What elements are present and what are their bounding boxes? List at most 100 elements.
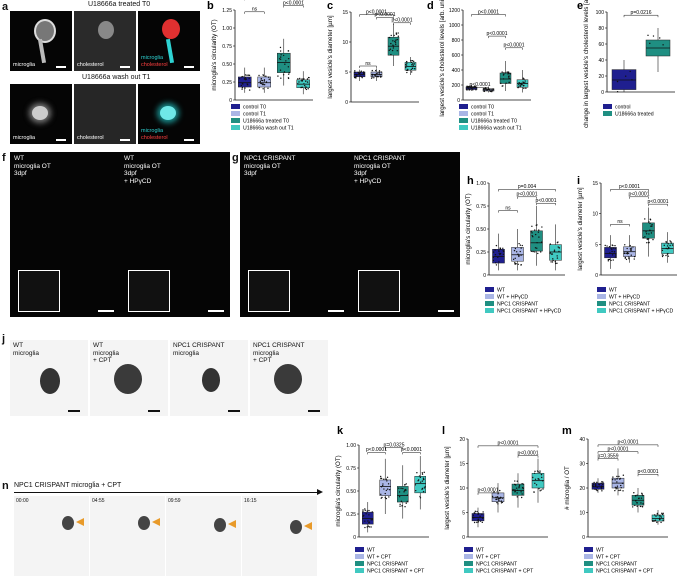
data-point [474, 512, 475, 513]
y-tick-label: 20 [579, 486, 585, 492]
data-point [555, 261, 556, 262]
data-point [540, 251, 541, 252]
legend-label: NPC1 CRISPANT + CPT [476, 569, 534, 575]
data-point [671, 242, 672, 243]
scale-bar [184, 139, 194, 141]
panel-f-right-text: WT microglia OT 3dpf + HPγCD [124, 155, 161, 185]
panel-label-k: k [337, 425, 344, 437]
legend-swatch [231, 118, 240, 123]
data-point [551, 253, 552, 254]
data-point [615, 254, 616, 255]
data-point [508, 75, 509, 76]
data-point [554, 249, 555, 250]
data-point [593, 483, 594, 484]
data-point [366, 510, 367, 511]
data-point [617, 487, 618, 488]
data-point [241, 88, 242, 89]
label-merge-cholesterol: cholesterol [141, 62, 168, 68]
data-point [411, 62, 412, 63]
data-point [652, 521, 653, 522]
y-tick-label: 5 [595, 242, 598, 248]
data-point [550, 243, 551, 244]
data-point [262, 88, 263, 89]
data-point [504, 72, 505, 73]
data-point [662, 256, 663, 257]
scale-bar [120, 66, 130, 68]
significance-label: p<0.0001 [619, 184, 640, 190]
micrograph-a6: microglia cholesterol [138, 84, 200, 144]
data-point [239, 78, 240, 79]
data-point [367, 520, 368, 521]
data-point [642, 506, 643, 507]
legend-label: WT [367, 548, 376, 554]
legend-label: WT + CPT [596, 555, 621, 561]
data-point [303, 83, 304, 84]
data-point [634, 258, 635, 259]
data-point [390, 49, 391, 50]
data-point [367, 526, 368, 527]
data-point [636, 506, 637, 507]
data-point [592, 485, 593, 486]
timelapse-frame-4: 16:15 [242, 496, 317, 576]
data-point [613, 259, 614, 260]
data-point [623, 475, 624, 476]
data-point [618, 476, 619, 477]
y-tick-label: 20 [598, 74, 604, 80]
data-point [265, 75, 266, 76]
data-point [662, 520, 663, 521]
panel-g-left-text: NPC1 CRISPANT microglia OT 3dpf [244, 155, 296, 178]
data-point [620, 489, 621, 490]
data-point [497, 503, 498, 504]
data-point [249, 89, 250, 90]
y-tick-label: 0 [582, 535, 585, 541]
data-point [406, 62, 407, 63]
data-point [374, 74, 375, 75]
data-point [404, 484, 405, 485]
data-point [616, 478, 617, 479]
y-tick-label: 20 [459, 437, 465, 443]
legend-label: WT + HPγCD [497, 295, 528, 301]
data-point [638, 497, 639, 498]
data-point [381, 486, 382, 487]
data-point [523, 85, 524, 86]
data-point [495, 262, 496, 263]
y-tick-label: 0 [345, 100, 348, 106]
data-point [378, 72, 379, 73]
panel-label-b: b [207, 0, 214, 12]
data-point [508, 78, 509, 79]
data-point [520, 245, 521, 246]
data-point [478, 512, 479, 513]
box-0 [362, 512, 373, 524]
data-point [499, 490, 500, 491]
data-point [531, 232, 532, 233]
y-axis-label: # microglia / OT [564, 466, 571, 510]
data-point [474, 522, 475, 523]
micrograph-a3: microglia cholesterol [138, 11, 200, 71]
data-point [668, 255, 669, 256]
data-point [520, 491, 521, 492]
data-point [653, 35, 654, 36]
data-point [624, 244, 625, 245]
significance-label: p<0.0001 [478, 488, 499, 494]
data-point [625, 75, 626, 76]
data-point [364, 527, 365, 528]
y-tick-label: 400 [452, 68, 461, 74]
data-point [517, 87, 518, 88]
data-point [386, 490, 387, 491]
y-tick-label: 1.25 [222, 8, 232, 14]
data-point [475, 89, 476, 90]
data-point [419, 496, 420, 497]
timestamp: 04:55 [92, 498, 105, 504]
y-tick-label: 0.25 [346, 512, 356, 518]
data-point [557, 257, 558, 258]
y-tick-label: 15 [459, 462, 465, 468]
data-point [666, 242, 667, 243]
legend-label: NPC1 CRISPANT [476, 562, 518, 568]
data-point [514, 263, 515, 264]
data-point [399, 506, 400, 507]
data-point [534, 473, 535, 474]
data-point [307, 81, 308, 82]
legend-swatch [584, 554, 593, 559]
data-point [355, 74, 356, 75]
